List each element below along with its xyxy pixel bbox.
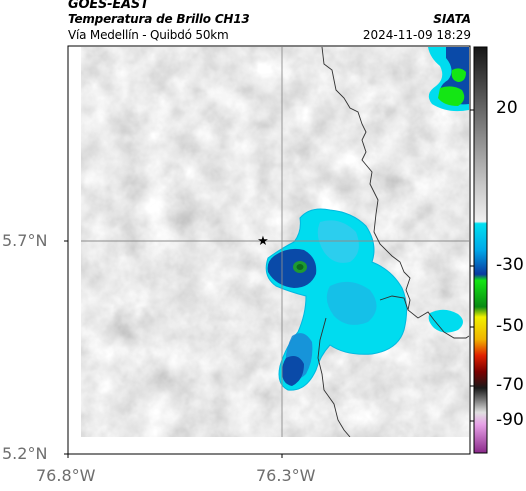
star-icon: ★ (257, 234, 269, 249)
colorbar-label-minus-70: -70 (496, 375, 524, 395)
lon-label-76-8: 76.8°W (36, 466, 96, 485)
lat-label-5-7: 5.7°N (2, 231, 48, 250)
department-boundary (321, 47, 469, 339)
colorbar-label-minus-50: -50 (496, 316, 524, 336)
product-title: Temperatura de Brillo CH13 (68, 12, 250, 26)
colorbar-label-minus-30: -30 (496, 255, 524, 275)
source-label: SIATA (433, 12, 471, 26)
cold-cloud-core (267, 248, 317, 288)
datetime-label: 2024-11-09 18:29 (362, 28, 471, 42)
colorbar-label-20: 20 (496, 98, 518, 118)
satellite-title: GOES-EAST (68, 0, 149, 12)
colorbar (473, 46, 488, 454)
colorbar-label-minus-90: -90 (496, 410, 524, 430)
brightness-temperature-field (81, 47, 469, 437)
lat-label-5-2: 5.2°N (2, 444, 48, 463)
region-subtitle: Vía Medellín - Quibdó 50km (68, 28, 229, 42)
lon-label-76-3: 76.3°W (256, 466, 316, 485)
